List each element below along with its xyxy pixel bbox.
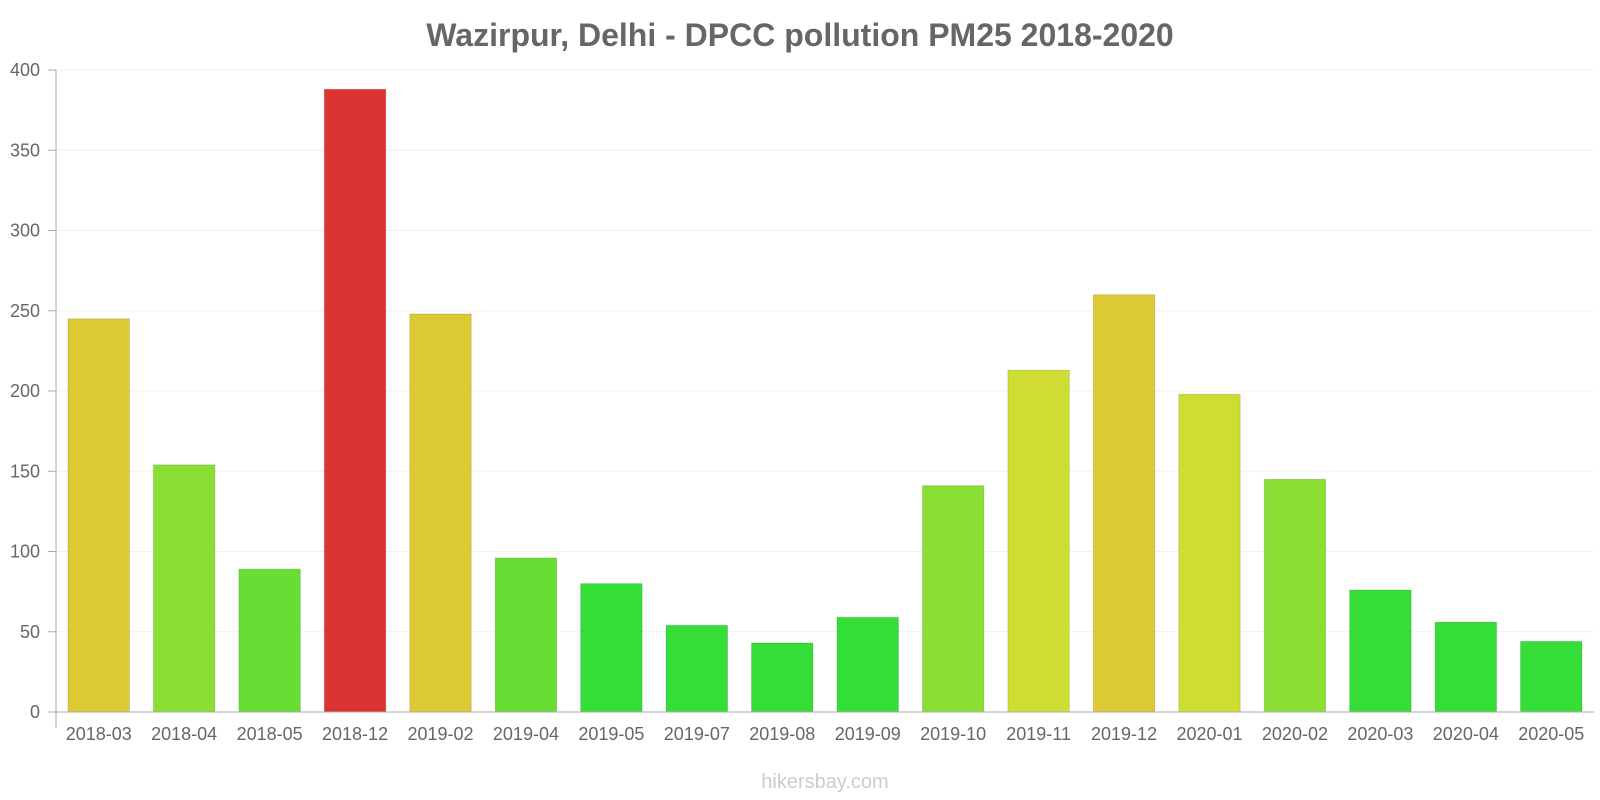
y-tick-label: 50 xyxy=(20,622,40,642)
x-tick-label: 2020-01 xyxy=(1176,724,1242,744)
x-tick-label: 2018-05 xyxy=(237,724,303,744)
x-tick-label: 2019-04 xyxy=(493,724,559,744)
bar-2020-04 xyxy=(1434,621,1498,713)
bar-2019-02 xyxy=(409,313,472,713)
y-tick-label: 150 xyxy=(10,461,40,481)
x-tick-label: 2019-09 xyxy=(835,724,901,744)
x-tick-label: 2020-05 xyxy=(1518,724,1584,744)
bar-2020-05 xyxy=(1520,640,1583,713)
x-tick-labels: 2018-03 2018-04 2018-05 2018-12 2019-02 2019-… xyxy=(66,724,1585,744)
bars xyxy=(67,88,1583,713)
x-tick-label: 2019-10 xyxy=(920,724,986,744)
x-tick-label: 2018-12 xyxy=(322,724,388,744)
watermark-text: hikersbay.com xyxy=(761,771,888,793)
x-tick-label: 2019-02 xyxy=(407,724,473,744)
bar-2018-05 xyxy=(238,568,301,713)
y-tick-labels: 0 50 100 150 200 250 300 350 400 xyxy=(10,60,40,722)
x-tick-label: 2020-04 xyxy=(1433,724,1499,744)
x-tick-label: 2019-08 xyxy=(749,724,815,744)
x-tick-label: 2019-07 xyxy=(664,724,730,744)
y-tick-label: 100 xyxy=(10,542,40,562)
y-tick-label: 0 xyxy=(30,702,40,722)
bar-2019-10 xyxy=(921,485,985,713)
bar-2019-12 xyxy=(1092,294,1156,713)
x-tick-label: 2018-04 xyxy=(151,724,217,744)
bar-2019-05 xyxy=(580,583,643,713)
x-tick-label: 2018-03 xyxy=(66,724,132,744)
y-tick-label: 200 xyxy=(10,381,40,401)
x-tick-label: 2019-05 xyxy=(578,724,644,744)
bar-2019-07 xyxy=(665,624,729,713)
x-tick-label: 2019-12 xyxy=(1091,724,1157,744)
axes xyxy=(55,70,1594,728)
y-tick-label: 350 xyxy=(10,140,40,160)
chart-title: Wazirpur, Delhi - DPCC pollution PM25 20… xyxy=(426,17,1173,53)
bar-2019-04 xyxy=(494,557,558,713)
x-tick-label: 2020-03 xyxy=(1347,724,1413,744)
y-tick-label: 250 xyxy=(10,301,40,321)
bar-2019-09 xyxy=(836,616,899,713)
bar-2019-08 xyxy=(751,642,814,713)
bar-2018-04 xyxy=(152,464,216,713)
bar-2019-11 xyxy=(1007,369,1070,713)
y-tick-label: 300 xyxy=(10,221,40,241)
grid-lines xyxy=(48,69,1594,713)
bar-2020-02 xyxy=(1263,478,1327,713)
bar-2020-01 xyxy=(1178,393,1241,713)
y-tick-label: 400 xyxy=(10,60,40,80)
bar-2020-03 xyxy=(1349,589,1412,713)
bar-2018-12 xyxy=(323,88,387,713)
x-tick-label: 2019-11 xyxy=(1006,724,1071,744)
x-tick-label: 2020-02 xyxy=(1262,724,1328,744)
bar-2018-03 xyxy=(67,318,130,713)
